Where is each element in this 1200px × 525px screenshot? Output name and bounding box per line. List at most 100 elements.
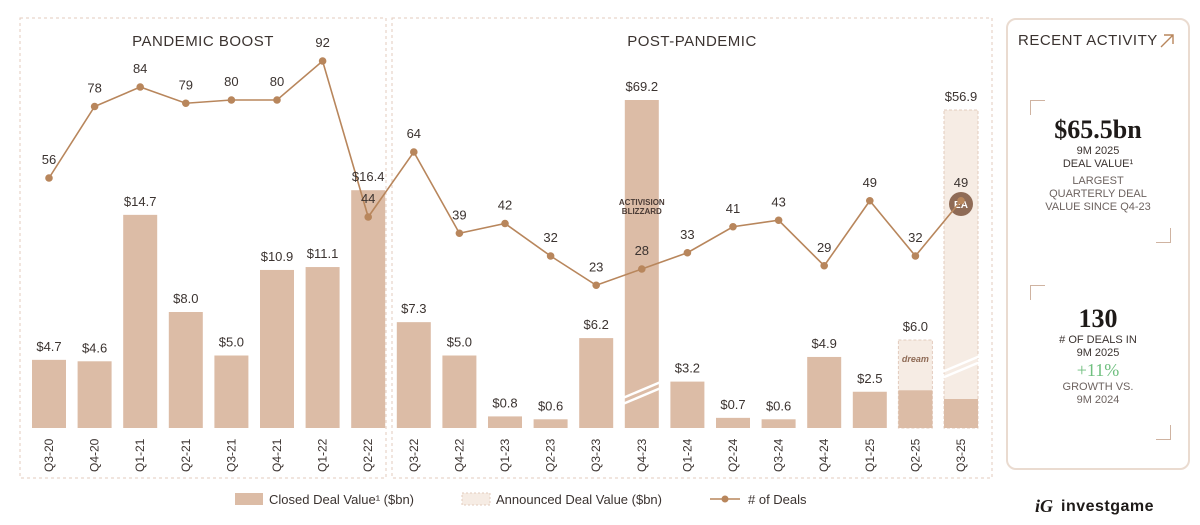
deals-point bbox=[957, 196, 965, 205]
deal-chart: PANDEMIC BOOST POST-PANDEMIC ACTIVISIONB… bbox=[19, 17, 993, 507]
corner-mark bbox=[1030, 100, 1045, 115]
deals-value-label: 56 bbox=[42, 152, 56, 167]
bar-closed-Q4-20 bbox=[77, 361, 112, 428]
legend-label-announced: Announced Deal Value ($bn) bbox=[496, 492, 662, 507]
bar-closed-Q2-24 bbox=[716, 417, 750, 428]
x-tick-label: Q3-24 bbox=[772, 438, 786, 472]
deals-value-label: 32 bbox=[543, 230, 557, 245]
deals-value-label: 43 bbox=[771, 194, 785, 209]
panel-frame-pandemic bbox=[19, 17, 387, 479]
deals-point bbox=[866, 196, 874, 205]
activision-blizzard-logo: ACTIVISION bbox=[619, 198, 665, 207]
deal-value-note-3: VALUE SINCE Q4-23 bbox=[1045, 201, 1151, 213]
deals-value-label: 41 bbox=[726, 201, 740, 216]
bar-value-label: $8.0 bbox=[173, 291, 198, 306]
activity-title: RECENT ACTIVITY bbox=[1018, 32, 1158, 49]
deal-value-note-2: QUARTERLY DEAL bbox=[1049, 188, 1147, 200]
bar-closed-Q2-21 bbox=[168, 312, 203, 428]
bar-closed-Q1-25 bbox=[852, 391, 887, 428]
dream-logo: dream bbox=[902, 354, 929, 364]
deals-value-label: 28 bbox=[635, 243, 649, 258]
deal-count-label-2: 9M 2025 bbox=[1076, 347, 1120, 359]
bar-value-label: $7.3 bbox=[401, 301, 426, 316]
panel-frame-post bbox=[391, 17, 993, 479]
legend-label-closed: Closed Deal Value¹ ($bn) bbox=[269, 492, 414, 507]
x-tick-label: Q2-25 bbox=[908, 438, 922, 472]
x-tick-label: Q4-23 bbox=[635, 438, 649, 472]
deals-point bbox=[638, 265, 646, 273]
x-tick-label: Q4-20 bbox=[88, 438, 102, 472]
activision-blizzard-logo: BLIZZARD bbox=[622, 207, 662, 216]
bar-closed-Q2-25 bbox=[898, 390, 933, 428]
bar-value-label: $6.0 bbox=[903, 319, 928, 334]
bar-closed-Q4-24 bbox=[807, 356, 842, 428]
x-tick-label: Q3-22 bbox=[407, 438, 421, 472]
bar-value-label: $5.0 bbox=[447, 335, 472, 350]
legend-swatch-announced bbox=[461, 492, 491, 506]
bar-value-label: $0.8 bbox=[492, 395, 517, 410]
bar-closed-Q3-23 bbox=[579, 338, 614, 428]
bar-value-label: $4.6 bbox=[82, 340, 107, 355]
bar-value-label: $0.7 bbox=[720, 397, 745, 412]
deals-point bbox=[546, 252, 555, 260]
arrow-up-right-icon bbox=[1160, 34, 1174, 48]
bar-value-label: $11.1 bbox=[307, 246, 339, 261]
deals-point bbox=[273, 96, 281, 104]
legend-label-deals: # of Deals bbox=[748, 492, 807, 507]
bar-value-label: $5.0 bbox=[219, 335, 244, 350]
corner-mark bbox=[1030, 285, 1045, 300]
corner-mark bbox=[1156, 228, 1171, 243]
x-tick-label: Q2-21 bbox=[179, 438, 193, 472]
deals-point bbox=[774, 216, 783, 225]
recent-activity-card: RECENT ACTIVITY $65.5bn 9M 2025 DEAL VAL… bbox=[1006, 18, 1190, 470]
deals-value-label: 80 bbox=[270, 74, 284, 89]
x-tick-label: Q3-21 bbox=[224, 438, 238, 472]
deals-point bbox=[455, 229, 464, 238]
deals-point bbox=[683, 248, 692, 257]
bar-closed-Q3-21 bbox=[214, 355, 249, 428]
x-tick-label: Q3-20 bbox=[42, 438, 56, 472]
bar-closed-Q1-21 bbox=[123, 214, 158, 428]
deals-value-label: 49 bbox=[954, 175, 968, 190]
x-tick-label: Q1-21 bbox=[133, 438, 147, 472]
bar-closed-Q3-24 bbox=[761, 419, 796, 428]
x-tick-label: Q1-24 bbox=[680, 438, 694, 472]
deals-point bbox=[592, 281, 600, 290]
deals-value-label: 44 bbox=[361, 191, 375, 206]
bar-closed-Q1-22 bbox=[305, 267, 340, 428]
bar-value-label: $4.9 bbox=[812, 336, 837, 351]
panel-title-post: POST-PANDEMIC bbox=[627, 33, 757, 50]
deals-point bbox=[318, 57, 327, 65]
deals-point bbox=[45, 174, 53, 182]
bar-value-label: $6.2 bbox=[584, 317, 609, 332]
deals-point bbox=[820, 261, 828, 270]
deals-point bbox=[182, 99, 190, 108]
deal-value-label: 9M 2025 bbox=[1076, 145, 1120, 157]
bar-closed-Q3-25 bbox=[944, 399, 978, 428]
brand-logo: iG investgame bbox=[1035, 496, 1154, 517]
deals-point bbox=[911, 252, 920, 260]
bar-value-label: $4.7 bbox=[36, 339, 61, 354]
deals-point bbox=[501, 219, 509, 228]
bar-value-label: $56.9 bbox=[945, 89, 978, 104]
growth-stat: +11% bbox=[1076, 360, 1120, 380]
growth-note-2: 9M 2024 bbox=[1076, 394, 1120, 406]
deals-point bbox=[410, 148, 418, 156]
deals-value-label: 29 bbox=[817, 240, 831, 255]
bar-closed-Q1-24 bbox=[670, 381, 705, 428]
bar-closed-Q2-22 bbox=[351, 190, 386, 428]
deals-value-label: 42 bbox=[498, 198, 512, 213]
deals-value-label: 84 bbox=[133, 61, 147, 76]
bar-value-label: $0.6 bbox=[766, 398, 791, 413]
deals-value-label: 80 bbox=[224, 74, 238, 89]
deals-point bbox=[90, 102, 99, 111]
x-tick-label: Q1-23 bbox=[498, 438, 512, 472]
deals-value-label: 92 bbox=[315, 35, 329, 50]
bar-value-label: $2.5 bbox=[857, 371, 882, 386]
x-tick-label: Q1-22 bbox=[316, 438, 330, 472]
axis-break-mark bbox=[941, 354, 981, 380]
deals-value-label: 79 bbox=[179, 77, 193, 92]
x-tick-label: Q1-25 bbox=[863, 438, 877, 472]
x-tick-label: Q4-21 bbox=[270, 438, 284, 472]
bar-value-label: $16.4 bbox=[352, 169, 385, 184]
